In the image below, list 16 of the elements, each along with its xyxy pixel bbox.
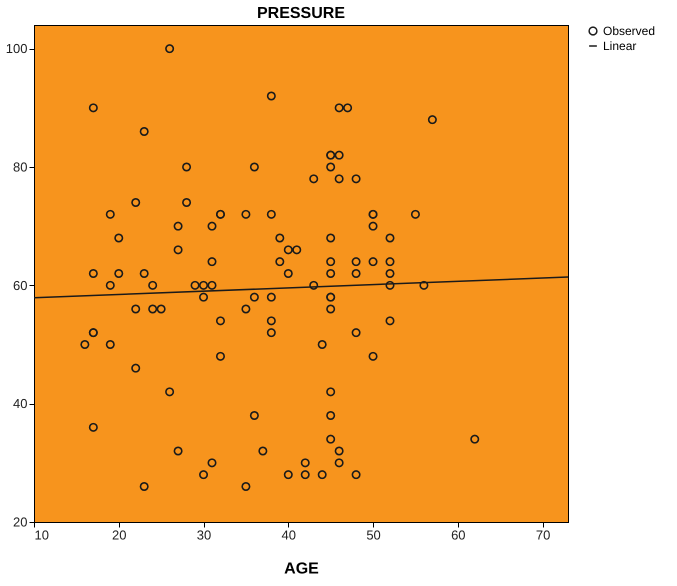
x-tick-label: 30 — [196, 528, 212, 542]
x-tick-label: 10 — [34, 528, 49, 542]
y-tick-label: 60 — [13, 278, 28, 293]
y-tick-label: 100 — [6, 41, 28, 56]
legend-label: Observed — [603, 24, 656, 38]
chart-title: PRESSURE — [256, 5, 346, 22]
y-tick-label: 20 — [13, 514, 28, 530]
y-tick-label: 80 — [13, 160, 28, 174]
x-tick-label: 60 — [451, 528, 466, 542]
x-tick-label: 20 — [112, 528, 126, 542]
x-tick-label: 70 — [536, 528, 550, 542]
legend-label: Linear — [603, 39, 636, 53]
x-tick-label: 40 — [282, 528, 296, 542]
y-tick-label: 40 — [13, 396, 28, 412]
x-axis-title: AGE — [284, 560, 320, 578]
x-tick-label: 50 — [366, 528, 381, 542]
